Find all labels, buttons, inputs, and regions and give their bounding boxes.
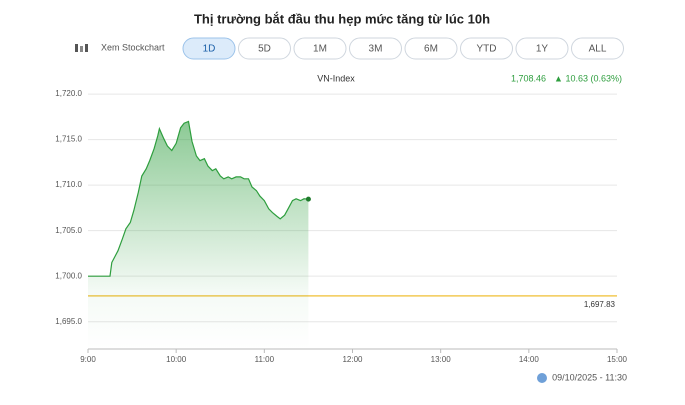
range-button[interactable]: 6M xyxy=(404,37,458,60)
range-buttons: 1D 5D 1M 3M 6M YTD 1Y ALL xyxy=(182,37,624,60)
button-bg xyxy=(404,37,458,60)
range-button[interactable]: 1M xyxy=(293,37,347,60)
button-bg xyxy=(293,37,347,60)
x-tick-label: 9:00 xyxy=(80,355,96,364)
button-label: 1Y xyxy=(536,44,549,55)
reference-label: 1,697.83 xyxy=(584,300,616,309)
range-button[interactable]: 5D xyxy=(238,37,291,60)
icon xyxy=(85,44,88,52)
x-tick-label: 11:00 xyxy=(255,355,275,364)
x-tick-label: 15:00 xyxy=(607,355,628,364)
icon xyxy=(75,44,78,52)
price-change: ▲ 10.63 (0.63%) xyxy=(554,73,622,83)
timestamp-text: 09/10/2025 - 11:30 xyxy=(552,372,627,382)
button-bg xyxy=(238,37,291,60)
area xyxy=(88,121,309,350)
y-tick-label: 1,695.0 xyxy=(55,317,82,326)
button-bg xyxy=(460,37,513,60)
y-tick-label: 1,705.0 xyxy=(55,226,82,235)
range-button[interactable]: ALL xyxy=(571,37,624,60)
button-bg xyxy=(515,37,569,60)
button-label: YTD xyxy=(477,44,497,55)
x-tick-label: 14:00 xyxy=(519,355,540,364)
button-bg xyxy=(571,37,624,60)
range-button[interactable]: YTD xyxy=(460,37,513,60)
button-label: 1M xyxy=(313,44,327,55)
button-bg xyxy=(182,37,236,60)
y-tick-label: 1,715.0 xyxy=(55,135,82,144)
button-label: 6M xyxy=(424,44,438,55)
timestamp: 09/10/2025 - 11:30 xyxy=(537,372,627,383)
y-tick-label: 1,720.0 xyxy=(55,89,82,98)
x-tick-label: 10:00 xyxy=(166,355,187,364)
x-tick-label: 13:00 xyxy=(431,355,452,364)
button-bg xyxy=(349,37,402,60)
y-tick-label: 1,710.0 xyxy=(55,180,82,189)
button-label: 3M xyxy=(369,44,383,55)
button-label: ALL xyxy=(589,44,607,55)
last-point xyxy=(305,196,311,202)
chart-title: Thị trường bắt đầu thu hẹp mức tăng từ l… xyxy=(194,11,490,26)
globe-icon xyxy=(537,373,547,383)
y-tick-label: 1,700.0 xyxy=(55,271,82,280)
link-text: Xem Stockchart xyxy=(101,42,165,52)
button-label: 1D xyxy=(203,44,216,55)
series-name: VN-Index xyxy=(317,73,355,83)
line xyxy=(88,120,309,277)
stockchart-link[interactable]: Xem Stockchart xyxy=(75,42,165,52)
plot: 1,695.0 1,700.0 1,705.0 1,710.0 1,715.0 1,720… xyxy=(55,89,627,364)
icon xyxy=(80,46,83,52)
button-label: 5D xyxy=(258,44,271,55)
last-price: 1,708.46 xyxy=(511,73,546,83)
x-tick-label: 12:00 xyxy=(342,355,363,364)
range-button[interactable]: 3M xyxy=(349,37,402,60)
range-button[interactable]: 1Y xyxy=(515,37,569,60)
range-button[interactable]: 1D xyxy=(182,37,236,60)
